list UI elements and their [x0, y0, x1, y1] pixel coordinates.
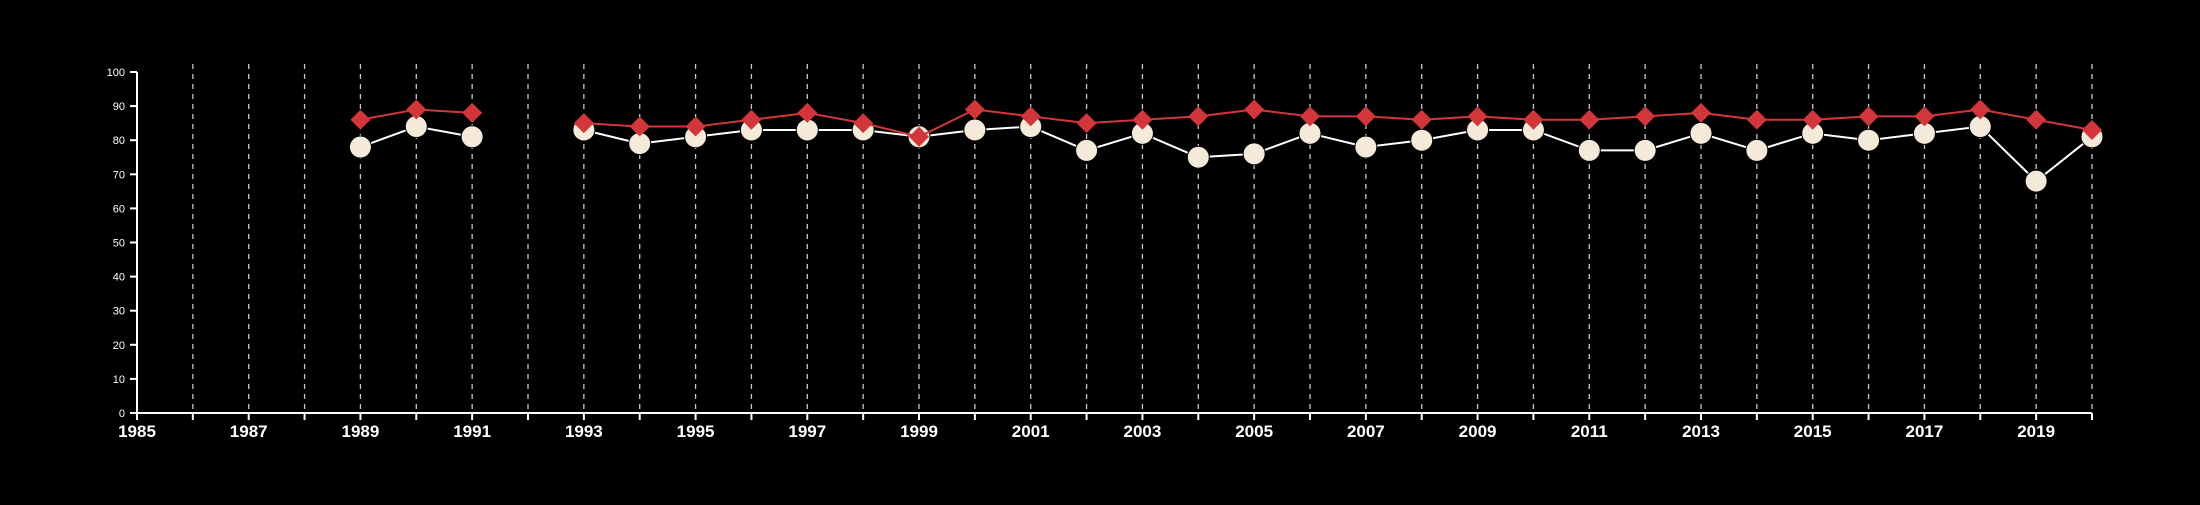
series-1-point	[1411, 109, 1432, 130]
y-tick-label: 50	[113, 238, 125, 250]
series-1-point	[1802, 109, 1823, 130]
x-tick-label: 2005	[1235, 422, 1273, 441]
x-tick-label: 2011	[1571, 422, 1608, 441]
series-1-point	[629, 116, 650, 137]
series-0-point	[1354, 135, 1378, 159]
series-0-point	[1577, 138, 1601, 162]
y-tick-label: 0	[119, 408, 125, 420]
series-1-point	[1244, 99, 1265, 120]
series-0-point	[963, 118, 987, 142]
series-0-line	[583, 125, 2093, 183]
gridlines	[192, 64, 2093, 413]
series-1-point	[1970, 99, 1991, 120]
y-tick-label: 90	[113, 101, 125, 113]
series-0-point	[460, 125, 484, 149]
y-tick-label: 20	[113, 340, 125, 352]
x-tick-label: 1995	[677, 422, 715, 441]
series-1-point	[1467, 106, 1488, 127]
y-tick-label: 40	[113, 272, 125, 284]
x-tick-label: 2017	[1906, 422, 1944, 441]
series-0-point	[1745, 138, 1769, 162]
series-1-line	[583, 108, 2093, 138]
series-0-point	[1242, 142, 1266, 166]
x-tick-label: 1993	[565, 422, 603, 441]
series-1-point	[1188, 106, 1209, 127]
series-1-point	[1076, 113, 1097, 134]
series-1-point	[1355, 106, 1376, 127]
x-tick-label: 2013	[1682, 422, 1720, 441]
x-tick-label: 2001	[1012, 422, 1050, 441]
x-tick-label: 2015	[1794, 422, 1832, 441]
y-tick-label: 80	[113, 135, 125, 147]
series-1-point	[909, 126, 929, 147]
series-1-point	[1914, 106, 1935, 127]
y-tick-label: 100	[107, 67, 125, 79]
series-0-point	[348, 135, 372, 159]
series-1-point	[964, 99, 985, 120]
series-1-point	[1020, 106, 1041, 127]
series-0-point	[1857, 128, 1881, 152]
x-tick-label: 1987	[230, 422, 268, 441]
series-0-point	[1410, 128, 1434, 152]
x-tick-label: 1989	[342, 422, 380, 441]
series-0-point	[1075, 138, 1099, 162]
series-1-point	[685, 116, 706, 137]
series-1-point	[2026, 109, 2047, 130]
series-1-point	[1579, 109, 1600, 130]
series-1-point	[350, 109, 371, 130]
series-1-point	[741, 109, 762, 130]
series-1-point	[1523, 109, 1544, 130]
series-1-point	[1746, 109, 1767, 130]
series-1-point	[1635, 106, 1656, 127]
series-1-point	[573, 113, 594, 134]
y-tick-label: 60	[113, 203, 125, 215]
series-0-point	[1689, 121, 1713, 145]
y-tick-label: 70	[113, 169, 125, 181]
y-tick-label: 30	[113, 306, 125, 318]
y-tick-label: 10	[113, 374, 125, 386]
x-tick-label: 2003	[1124, 422, 1162, 441]
x-tick-label: 1991	[453, 422, 491, 441]
series-0-point	[1633, 138, 1657, 162]
x-tick-label: 1985	[118, 422, 156, 441]
x-tick-label: 2007	[1347, 422, 1385, 441]
series-1-point	[462, 102, 483, 123]
x-tick-label: 1997	[788, 422, 826, 441]
series-0-point	[1186, 145, 1210, 169]
x-tick-label: 2009	[1459, 422, 1497, 441]
series-1-point	[1691, 102, 1711, 123]
series-1-point	[2082, 119, 2102, 140]
series-1-point	[1858, 106, 1879, 127]
data-series	[348, 99, 2104, 193]
series-1-point	[853, 113, 874, 134]
x-tick-label: 2019	[2017, 422, 2055, 441]
x-tick-label: 1999	[900, 422, 938, 441]
series-1-point	[1132, 109, 1153, 130]
series-0-point	[2024, 169, 2048, 193]
series-1-point	[406, 99, 427, 120]
series-1-point	[797, 102, 818, 123]
series-1-point	[1300, 106, 1320, 127]
axes: 0 10 20 30 40 50 60 70 80 90 100 1985 1987 1989 1991 19…	[107, 67, 2093, 441]
